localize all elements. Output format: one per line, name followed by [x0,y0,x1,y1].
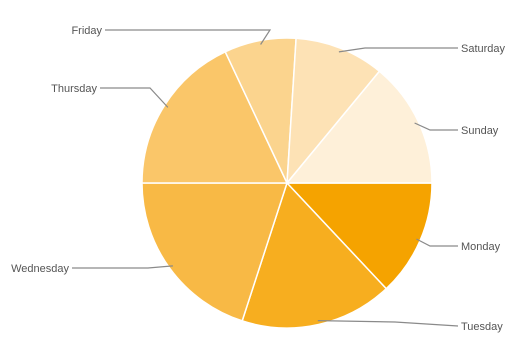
pie-slice-wednesday [141,182,289,322]
leader-line-monday [416,238,458,247]
leader-line-friday [105,29,272,45]
pie-slice-sunday [285,70,433,184]
slice-label-sunday: Sunday [461,125,499,137]
pie-slice-saturday [286,37,381,186]
slice-label-thursday: Thursday [51,83,97,95]
leader-line-sunday [414,122,458,131]
slice-label-saturday: Saturday [461,43,506,55]
leader-lines [72,29,459,327]
slice-label-wednesday: Wednesday [11,263,69,275]
slice-labels: Monday Tuesday Wednesday Thursday Friday Satu… [11,25,505,333]
slice-label-tuesday: Tuesday [461,321,503,333]
pie-slice-tuesday [241,181,388,329]
leader-line-thursday [100,87,169,108]
slice-label-friday: Friday [71,25,102,37]
pie-slice-thursday [141,50,289,184]
leader-line-tuesday [317,320,459,327]
leader-line-saturday [338,47,458,53]
leader-line-wednesday [72,265,173,269]
slice-label-monday: Monday [461,241,501,253]
pie-slices [141,37,433,329]
